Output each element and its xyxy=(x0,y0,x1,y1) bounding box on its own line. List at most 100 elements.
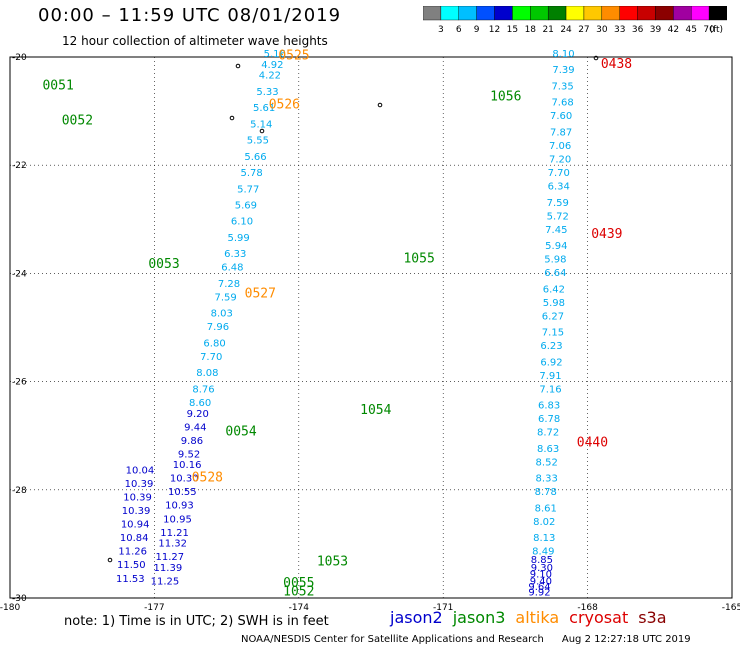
track-id-label: 0055 xyxy=(283,576,314,591)
swh-value-label: 9.40 xyxy=(530,576,552,587)
swh-value-label: 7.70 xyxy=(200,352,222,363)
color-swatch xyxy=(673,6,692,21)
y-tick-label: -30 xyxy=(12,594,27,604)
chart-grid xyxy=(10,57,732,598)
swh-value-label: 10.30 xyxy=(170,474,199,485)
color-scale-tick: 6 xyxy=(456,25,462,35)
swh-value-label: 10.84 xyxy=(120,533,149,544)
swh-value-label: 5.72 xyxy=(547,211,569,222)
swh-value-label: 10.04 xyxy=(126,466,155,477)
swh-value-label: 5.78 xyxy=(240,168,262,179)
swh-value-label: 10.93 xyxy=(165,501,194,512)
swh-value-label: 11.39 xyxy=(154,563,183,574)
color-scale-unit: (ft) xyxy=(709,25,723,35)
swh-value-label: 5.98 xyxy=(543,298,565,309)
swh-value-label: 11.27 xyxy=(155,552,184,563)
plot-frame xyxy=(9,56,733,599)
swh-value-label: 6.42 xyxy=(543,284,565,295)
color-scale-bar: 3 6 9 12 15 18 21 24 27 30 33 36 39 42 45 70(ft) xyxy=(423,6,727,35)
swh-value-label: 5.33 xyxy=(256,87,278,98)
color-scale-tick: 12 xyxy=(489,25,500,35)
swh-value-label: 5.77 xyxy=(237,184,259,195)
color-scale-tick: 33 xyxy=(614,25,625,35)
y-tick-label: -20 xyxy=(12,53,27,63)
track-id-label: 0528 xyxy=(192,471,223,486)
color-scale-tick: 70 xyxy=(703,25,715,35)
color-scale-tick: 18 xyxy=(525,25,537,35)
swh-value-label: 8.85 xyxy=(531,555,553,566)
swh-value-label: 6.34 xyxy=(548,182,570,193)
units-note: note: 1) Time is in UTC; 2) SWH is in fe… xyxy=(64,614,329,629)
page-subtitle: 12 hour collection of altimeter wave hei… xyxy=(62,34,328,48)
swh-value-label: 4.22 xyxy=(259,71,281,82)
track-id-label: 1055 xyxy=(403,252,434,267)
island-marker xyxy=(235,63,241,69)
track-id-label: 0526 xyxy=(269,97,300,112)
swh-value-label: 9.20 xyxy=(187,409,209,420)
color-swatch xyxy=(530,6,549,21)
swh-value-label: 7.96 xyxy=(207,322,229,333)
track-0051: 10.04 10.39 10.39 10.39 10.94 10.84 11.26 11.50… xyxy=(116,466,154,585)
color-swatch xyxy=(565,6,585,21)
swh-value-label: 8.60 xyxy=(189,398,211,409)
swh-value-label: 10.39 xyxy=(123,493,152,504)
swh-value-label: 6.64 xyxy=(544,268,566,279)
track-id-label: 0527 xyxy=(245,287,276,302)
track-id-label: 0439 xyxy=(591,227,622,242)
swh-value-label: 7.91 xyxy=(539,371,561,382)
color-swatch xyxy=(583,6,603,21)
swh-value-label: 11.32 xyxy=(158,539,187,550)
y-tick-label: -26 xyxy=(12,378,27,388)
legend-item-cryosat: cryosat xyxy=(569,608,629,627)
swh-value-label: 9.86 xyxy=(181,436,203,447)
swh-value-label: 8.49 xyxy=(532,547,554,558)
x-tick-label: -165 xyxy=(722,603,740,613)
footer-credit: NOAA/NESDIS Center for Satellite Applica… xyxy=(241,634,544,645)
swh-value-label: 11.21 xyxy=(160,528,189,539)
plot-border xyxy=(9,56,733,599)
swh-value-label: 4.92 xyxy=(261,60,283,71)
swh-value-label: 5.98 xyxy=(544,255,566,266)
color-swatch xyxy=(619,6,638,21)
track-id-label: 0440 xyxy=(577,436,608,451)
swh-value-label: 8.02 xyxy=(533,517,555,528)
swh-value-label: 5.14 xyxy=(250,119,272,130)
color-scale-tick: 24 xyxy=(560,25,572,35)
swh-value-label: 9.44 xyxy=(184,422,206,433)
swh-value-label: 5.16 xyxy=(264,49,286,60)
swh-value-label: 10.39 xyxy=(125,479,154,490)
swh-value-label: 7.06 xyxy=(549,141,571,152)
color-swatch xyxy=(476,6,495,21)
island-marker xyxy=(377,102,383,108)
swh-value-label: 7.45 xyxy=(545,225,567,236)
swh-value-label: 6.80 xyxy=(203,338,225,349)
color-scale-tick: 27 xyxy=(578,25,589,35)
swh-value-label: 7.87 xyxy=(550,127,572,138)
swh-value-label: 9.52 xyxy=(178,449,200,460)
color-swatch xyxy=(547,6,567,21)
page-title: 00:00 – 11:59 UTC 08/01/2019 xyxy=(38,5,342,26)
swh-value-label: 11.25 xyxy=(151,576,180,587)
color-swatch xyxy=(691,6,710,21)
swh-value-label: 9.92 xyxy=(528,587,550,598)
satellite-tracks: 5.164.924.22 5.33 5.61 5.14 5.55 5.66 5.78 5.77… xyxy=(116,49,575,598)
y-tick-label: -22 xyxy=(12,161,27,171)
color-swatch xyxy=(512,6,531,21)
color-swatch xyxy=(458,6,477,21)
swh-value-label: 7.16 xyxy=(539,384,561,395)
swh-value-label: 6.92 xyxy=(540,357,562,368)
color-scale-tick: 42 xyxy=(668,25,679,35)
swh-value-label: 9.10 xyxy=(530,569,552,580)
swh-value-label: 5.69 xyxy=(235,200,257,211)
track-0528: 5.164.924.22 5.33 5.61 5.14 5.55 5.66 5.78 5.77… xyxy=(189,49,286,409)
swh-value-label: 7.39 xyxy=(552,65,574,76)
color-swatch xyxy=(655,6,674,21)
swh-value-label: 9.64 xyxy=(528,582,550,593)
swh-value-label: 10.55 xyxy=(168,487,197,498)
swh-value-label: 6.10 xyxy=(231,217,253,228)
swh-value-label: 5.66 xyxy=(244,152,266,163)
footer-timestamp: Aug 2 12:27:18 UTC 2019 xyxy=(561,634,691,645)
track-id-label: 1056 xyxy=(490,89,521,104)
